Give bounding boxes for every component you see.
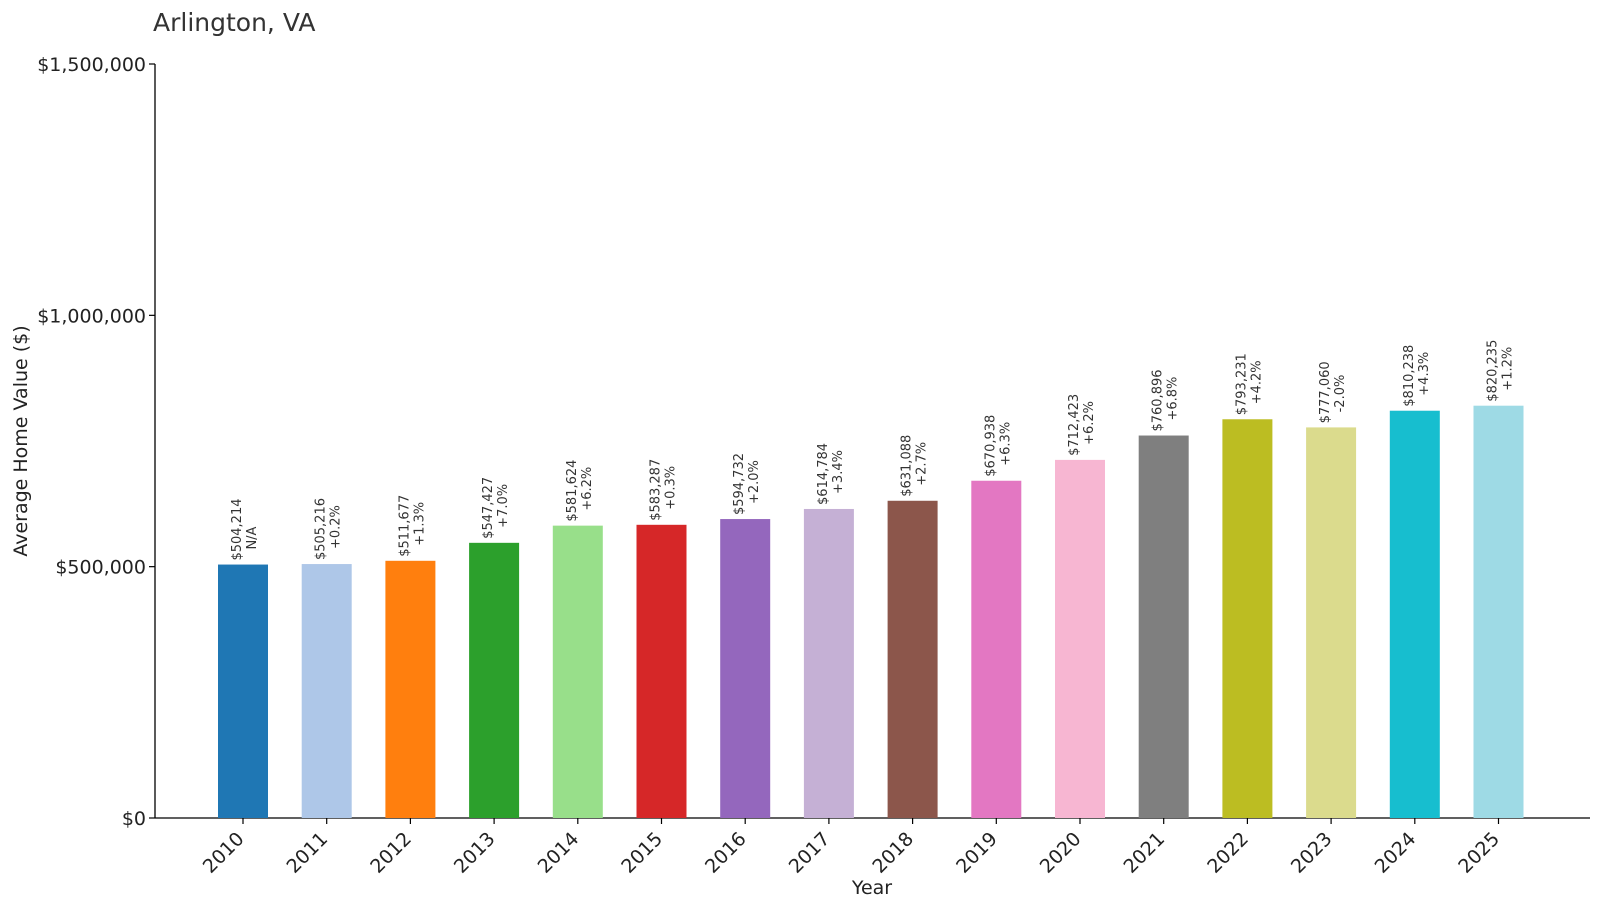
bar-value-label: $511,677 — [397, 495, 412, 557]
x-tick-label: 2020 — [1036, 828, 1086, 878]
bar-2020 — [1055, 459, 1105, 818]
bar-2016 — [720, 519, 771, 818]
bar-value-label: $760,896 — [1151, 369, 1166, 431]
bar-value-label: $810,238 — [1402, 345, 1417, 407]
x-tick-label: 2019 — [952, 828, 1002, 878]
bar-change-label: +1.3% — [412, 502, 427, 546]
bar-2018 — [887, 500, 938, 818]
bar-value-label: $820,235 — [1486, 340, 1501, 402]
bar-change-label: +1.2% — [1501, 347, 1516, 391]
bar-change-label: +6.2% — [580, 467, 595, 511]
bar-value-label: $504,214 — [230, 499, 245, 561]
x-tick-label: 2021 — [1119, 828, 1169, 878]
x-tick-label: 2014 — [534, 828, 584, 878]
bar-change-label: +0.2% — [329, 505, 344, 549]
x-tick-label: 2012 — [366, 828, 416, 878]
x-tick-label: 2018 — [868, 828, 918, 878]
bar-2022 — [1222, 419, 1273, 818]
y-tick-label: $1,500,000 — [37, 54, 146, 76]
y-tick-label: $0 — [122, 808, 146, 830]
bar-change-label: +7.0% — [496, 484, 511, 528]
y-tick-label: $1,000,000 — [37, 305, 146, 327]
bar-value-label: $505,216 — [314, 498, 329, 560]
bar-value-label: $581,624 — [565, 460, 580, 522]
bar-value-label: $777,060 — [1318, 361, 1333, 423]
y-axis-label: Average Home Value ($) — [10, 325, 32, 556]
bar-change-label: +6.8% — [1166, 377, 1181, 421]
chart-title: Arlington, VA — [153, 8, 315, 37]
bar-2011 — [301, 564, 352, 818]
bar-2021 — [1138, 435, 1189, 818]
x-tick-label: 2015 — [617, 828, 667, 878]
bar-value-label: $712,423 — [1067, 394, 1082, 456]
bar-value-label: $793,231 — [1234, 353, 1249, 415]
bar-value-label: $547,427 — [481, 477, 496, 539]
x-tick-label: 2011 — [282, 828, 332, 878]
bar-labels-group: $504,214 N/A $505,216 +0.2% $511,677 +1.3% $54… — [230, 340, 1516, 561]
x-tick-label: 2016 — [701, 828, 751, 878]
bar-change-label: +3.4% — [831, 450, 846, 494]
x-tick-label: 2022 — [1203, 828, 1253, 878]
bar-change-label: +4.2% — [1249, 360, 1264, 404]
bar-2012 — [385, 560, 436, 818]
bar-value-label: $583,287 — [649, 459, 664, 521]
bar-change-label: -2.0% — [1333, 375, 1348, 413]
y-axis: $0 $500,000 $1,000,000 $1,500,000 — [37, 54, 156, 830]
x-tick-label: 2017 — [785, 828, 835, 878]
bar-change-label: +6.2% — [1082, 401, 1097, 445]
bar-change-label: +2.0% — [747, 460, 762, 504]
bars-group — [218, 405, 1524, 818]
x-tick-label: 2010 — [199, 828, 249, 878]
x-tick-label: 2023 — [1287, 828, 1337, 878]
x-tick-label: 2025 — [1454, 828, 1504, 878]
bar-2019 — [971, 480, 1022, 818]
bar-2025 — [1473, 405, 1524, 818]
x-axis: 2010 2011 2012 2013 2014 2015 2016 2017 2018 2019… — [155, 817, 1590, 878]
bar-2023 — [1306, 427, 1357, 818]
bar-change-label: +4.3% — [1417, 352, 1432, 396]
x-tick-label: 2013 — [450, 828, 500, 878]
x-tick-label: 2024 — [1371, 828, 1421, 878]
bar-value-label: $670,938 — [983, 415, 998, 477]
bar-2015 — [636, 524, 687, 818]
bar-2017 — [803, 508, 854, 818]
y-tick-label: $500,000 — [55, 557, 146, 579]
bar-value-label: $614,784 — [816, 443, 831, 505]
bar-2010 — [218, 564, 268, 818]
bar-change-label: N/A — [245, 526, 260, 549]
bar-change-label: +2.7% — [915, 442, 930, 486]
bar-2013 — [469, 542, 520, 818]
x-axis-label: Year — [851, 877, 892, 899]
bar-change-label: +0.3% — [664, 466, 679, 510]
bar-2014 — [552, 525, 603, 818]
bar-value-label: $594,732 — [732, 453, 747, 515]
bar-value-label: $631,088 — [900, 435, 915, 497]
bar-change-label: +6.3% — [998, 422, 1013, 466]
bar-2024 — [1389, 410, 1440, 818]
